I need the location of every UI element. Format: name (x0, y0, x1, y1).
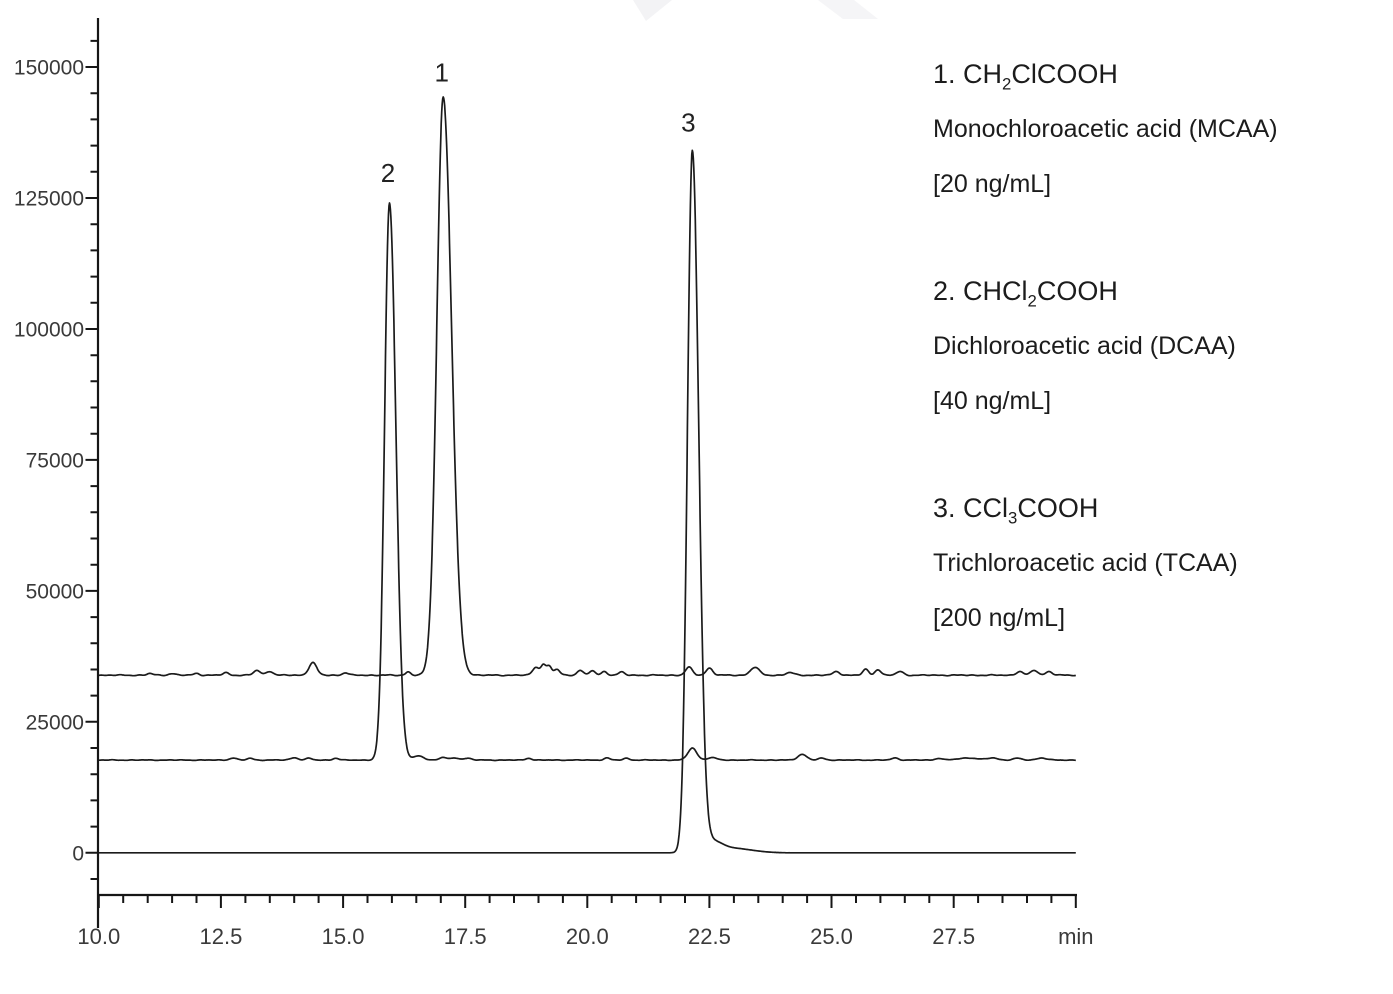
watermark-shape (818, 0, 878, 19)
x-axis-unit-label: min (1058, 924, 1093, 949)
y-tick-label: 125000 (14, 188, 84, 211)
y-tick-label: 75000 (26, 449, 84, 472)
peak-label-3: 3 (681, 108, 695, 138)
axis-lines (96, 18, 1077, 928)
peak-label-2: 2 (381, 158, 395, 188)
y-tick-label: 25000 (26, 711, 84, 734)
legend-compound-name: Monochloroacetic acid (MCAA) (933, 115, 1278, 143)
x-tick-label: 15.0 (322, 924, 365, 949)
x-tick-label: 17.5 (444, 924, 487, 949)
trace-dcaa-trace (98, 202, 1077, 762)
trace-mcaa-trace (98, 96, 1077, 677)
trace-tcaa-trace (98, 149, 1077, 854)
legend-concentration: [200 ng/mL] (933, 604, 1066, 632)
legend-item-1: 1. CH2ClCOOH Monochloroacetic acid (MCAA)… (933, 47, 1278, 212)
y-tick-label: 0 (72, 842, 84, 865)
legend-formula: 2. CHCl2COOH (933, 276, 1118, 311)
axis-ticks (85, 39, 1077, 908)
watermark-shape (633, 0, 672, 21)
legend-compound-name: Trichloroacetic acid (TCAA) (933, 549, 1238, 577)
legend-item-2: 2. CHCl2COOH Dichloroacetic acid (DCAA) [4… (933, 264, 1278, 429)
peak-label-1: 1 (434, 57, 448, 87)
x-tick-label: 20.0 (566, 924, 609, 949)
y-tick-label: 50000 (26, 580, 84, 603)
legend-formula: 1. CH2ClCOOH (933, 59, 1118, 94)
x-tick-label: 12.5 (199, 924, 242, 949)
x-tick-label: 22.5 (688, 924, 731, 949)
y-tick-label: 150000 (14, 57, 84, 80)
legend-concentration: [40 ng/mL] (933, 387, 1052, 415)
legend-item-3: 3. CCl3COOH Trichloroacetic acid (TCAA) [2… (933, 481, 1278, 646)
legend-concentration: [20 ng/mL] (933, 170, 1052, 198)
legend-compound-name: Dichloroacetic acid (DCAA) (933, 332, 1236, 360)
legend-formula: 3. CCl3COOH (933, 493, 1099, 528)
peak-legend: 1. CH2ClCOOH Monochloroacetic acid (MCAA)… (933, 47, 1278, 698)
x-tick-label: 27.5 (932, 924, 975, 949)
x-tick-label: 10.0 (77, 924, 120, 949)
y-tick-label: 100000 (14, 319, 84, 342)
x-tick-label: 25.0 (810, 924, 853, 949)
